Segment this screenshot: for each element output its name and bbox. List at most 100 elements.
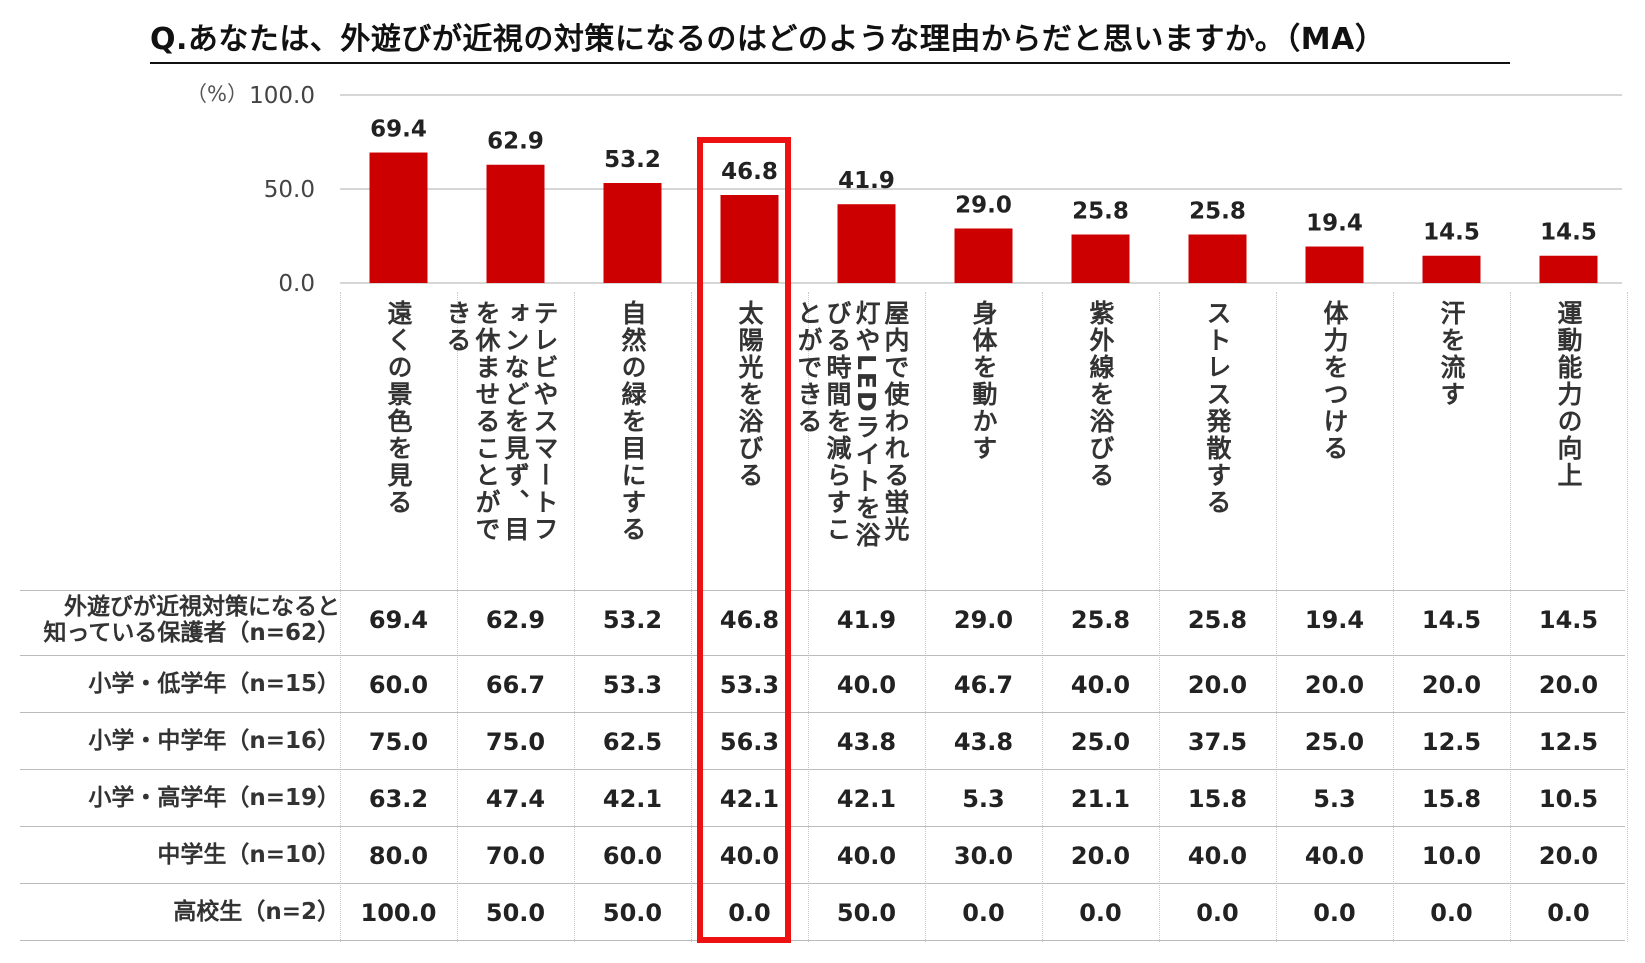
table-cell: 25.8 xyxy=(1070,606,1131,634)
y-tick-label: 100.0 xyxy=(249,83,315,109)
table-row-label-line: 高校生（n=2） xyxy=(173,899,340,925)
table-cell: 53.3 xyxy=(719,671,780,699)
table-cell: 10.5 xyxy=(1538,785,1599,813)
table-cell: 46.8 xyxy=(719,606,780,634)
table-cell: 53.2 xyxy=(602,606,663,634)
table-cell: 15.8 xyxy=(1187,785,1248,813)
category-label: 自然の緑を目にする xyxy=(618,300,647,543)
column-separator xyxy=(1042,292,1043,942)
category-label: 運動能力の向上 xyxy=(1554,300,1583,489)
column-separator xyxy=(1393,292,1394,942)
table-cell: 25.8 xyxy=(1187,606,1248,634)
table-cell: 69.4 xyxy=(368,606,429,634)
table-cell: 20.0 xyxy=(1538,671,1599,699)
column-separator xyxy=(808,292,809,942)
table-cell: 42.1 xyxy=(719,785,780,813)
table-row-label-line: 中学生（n=10） xyxy=(157,842,340,868)
table-row-label-line: 外遊びが近視対策になると xyxy=(64,594,340,620)
row-separator xyxy=(20,590,1625,591)
column-separator xyxy=(1510,292,1511,942)
table-cell: 42.1 xyxy=(602,785,663,813)
row-separator xyxy=(20,940,1625,941)
row-separator xyxy=(20,883,1625,884)
table-cell: 19.4 xyxy=(1304,606,1365,634)
category-label: 体力をつける xyxy=(1320,300,1349,462)
bar xyxy=(1305,246,1364,283)
bar-value-label: 25.8 xyxy=(1189,198,1246,224)
bar xyxy=(720,195,779,283)
table-cell: 30.0 xyxy=(953,842,1014,870)
bar-value-label: 14.5 xyxy=(1423,220,1480,246)
y-unit-label: （%） xyxy=(186,82,248,106)
table-cell: 5.3 xyxy=(962,785,1005,813)
table-cell: 46.7 xyxy=(953,671,1014,699)
chart-title: Q.あなたは、外遊びが近視の対策になるのはどのような理由からだと思いますか。（M… xyxy=(150,18,1510,64)
table-cell: 50.0 xyxy=(485,899,546,927)
table-cell: 0.0 xyxy=(1313,899,1356,927)
table-cell: 40.0 xyxy=(836,671,897,699)
table-cell: 75.0 xyxy=(368,728,429,756)
table-cell: 0.0 xyxy=(1430,899,1473,927)
table-cell: 75.0 xyxy=(485,728,546,756)
table-cell: 50.0 xyxy=(836,899,897,927)
bar-value-label: 62.9 xyxy=(487,129,544,155)
table-cell: 25.0 xyxy=(1304,728,1365,756)
table-cell: 70.0 xyxy=(485,842,546,870)
bar-value-label: 46.8 xyxy=(721,159,778,185)
bar-value-label: 53.2 xyxy=(604,147,661,173)
category-label: テレビやスマートフォンなどを見ず、目を休ませることができる xyxy=(443,300,559,543)
bar-value-label: 29.0 xyxy=(955,192,1012,218)
column-separator xyxy=(1627,292,1628,942)
table-cell: 62.9 xyxy=(485,606,546,634)
bar-value-label: 25.8 xyxy=(1072,198,1129,224)
row-separator xyxy=(20,826,1625,827)
bar-value-label: 41.9 xyxy=(838,168,895,194)
column-separator xyxy=(340,292,341,942)
table-row-label: 小学・中学年（n=16） xyxy=(20,728,340,754)
table-cell: 62.5 xyxy=(602,728,663,756)
table-cell: 29.0 xyxy=(953,606,1014,634)
bar xyxy=(603,182,662,283)
table-row-label-line: 小学・中学年（n=16） xyxy=(88,728,340,754)
y-tick-label: 50.0 xyxy=(264,177,315,203)
table-row-label: 外遊びが近視対策になると 知っている保護者（n=62） xyxy=(20,594,340,646)
bar-chart: 100.0 50.0 0.0 69.4 62.9 53.2 46.8 41.9 29.0 25.8… xyxy=(249,83,1622,297)
bar xyxy=(837,204,896,283)
table-cell: 15.8 xyxy=(1421,785,1482,813)
table-row-label: 小学・高学年（n=19） xyxy=(20,785,340,811)
column-separator xyxy=(925,292,926,942)
table-cell: 12.5 xyxy=(1538,728,1599,756)
bar-value-label: 14.5 xyxy=(1540,220,1597,246)
bar-value-label: 69.4 xyxy=(370,117,427,143)
bar xyxy=(1539,255,1598,283)
table-cell: 43.8 xyxy=(953,728,1014,756)
table-cell: 60.0 xyxy=(602,842,663,870)
table-cell: 20.0 xyxy=(1421,671,1482,699)
table-cell: 40.0 xyxy=(719,842,780,870)
table-row-label: 中学生（n=10） xyxy=(20,842,340,868)
table-row-label-line: 小学・高学年（n=19） xyxy=(88,785,340,811)
table-cell: 20.0 xyxy=(1538,842,1599,870)
table-cell: 47.4 xyxy=(485,785,546,813)
category-label: 太陽光を浴びる xyxy=(735,300,764,489)
table-cell: 0.0 xyxy=(1196,899,1239,927)
table-cell: 66.7 xyxy=(485,671,546,699)
table-cell: 25.0 xyxy=(1070,728,1131,756)
table-row-label-line: 知っている保護者（n=62） xyxy=(43,620,340,646)
bar xyxy=(1422,255,1481,283)
table-cell: 43.8 xyxy=(836,728,897,756)
table-cell: 0.0 xyxy=(962,899,1005,927)
table-row-label-line: 小学・低学年（n=15） xyxy=(88,671,340,697)
column-separator xyxy=(691,292,692,942)
bar xyxy=(369,152,428,283)
table-cell: 40.0 xyxy=(1187,842,1248,870)
category-label: 身体を動かす xyxy=(969,300,998,462)
column-separator xyxy=(1159,292,1160,942)
row-separator xyxy=(20,769,1625,770)
table-cell: 37.5 xyxy=(1187,728,1248,756)
column-separator xyxy=(1276,292,1277,942)
category-label: 汗を流す xyxy=(1437,300,1466,408)
table-cell: 14.5 xyxy=(1421,606,1482,634)
table-cell: 60.0 xyxy=(368,671,429,699)
table-cell: 53.3 xyxy=(602,671,663,699)
